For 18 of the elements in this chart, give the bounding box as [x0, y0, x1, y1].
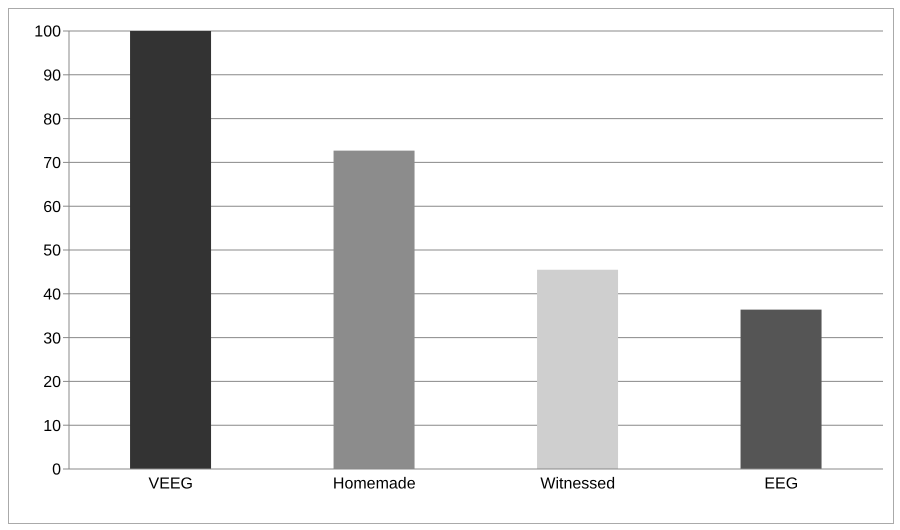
bar: [130, 31, 212, 469]
x-tick-label: Witnessed: [540, 475, 616, 492]
y-tick-label: 10: [43, 418, 62, 435]
x-tick-label: Homemade: [332, 475, 416, 492]
y-tick-label: 80: [43, 111, 62, 128]
x-tick-label: VEEG: [148, 475, 193, 492]
y-tick-label: 0: [52, 462, 62, 479]
y-tick-label: 70: [43, 155, 62, 172]
x-tick-label: EEG: [764, 475, 798, 492]
y-tick-label: 20: [43, 374, 62, 392]
bar: [740, 310, 822, 469]
y-tick-label: 40: [43, 286, 62, 304]
y-tick-label: 90: [43, 67, 62, 84]
y-tick-label: 60: [43, 198, 62, 216]
y-tick-label: 100: [34, 24, 62, 41]
y-tick-label: 30: [43, 330, 62, 348]
bar: [537, 270, 618, 469]
y-tick-label: 50: [43, 242, 62, 260]
